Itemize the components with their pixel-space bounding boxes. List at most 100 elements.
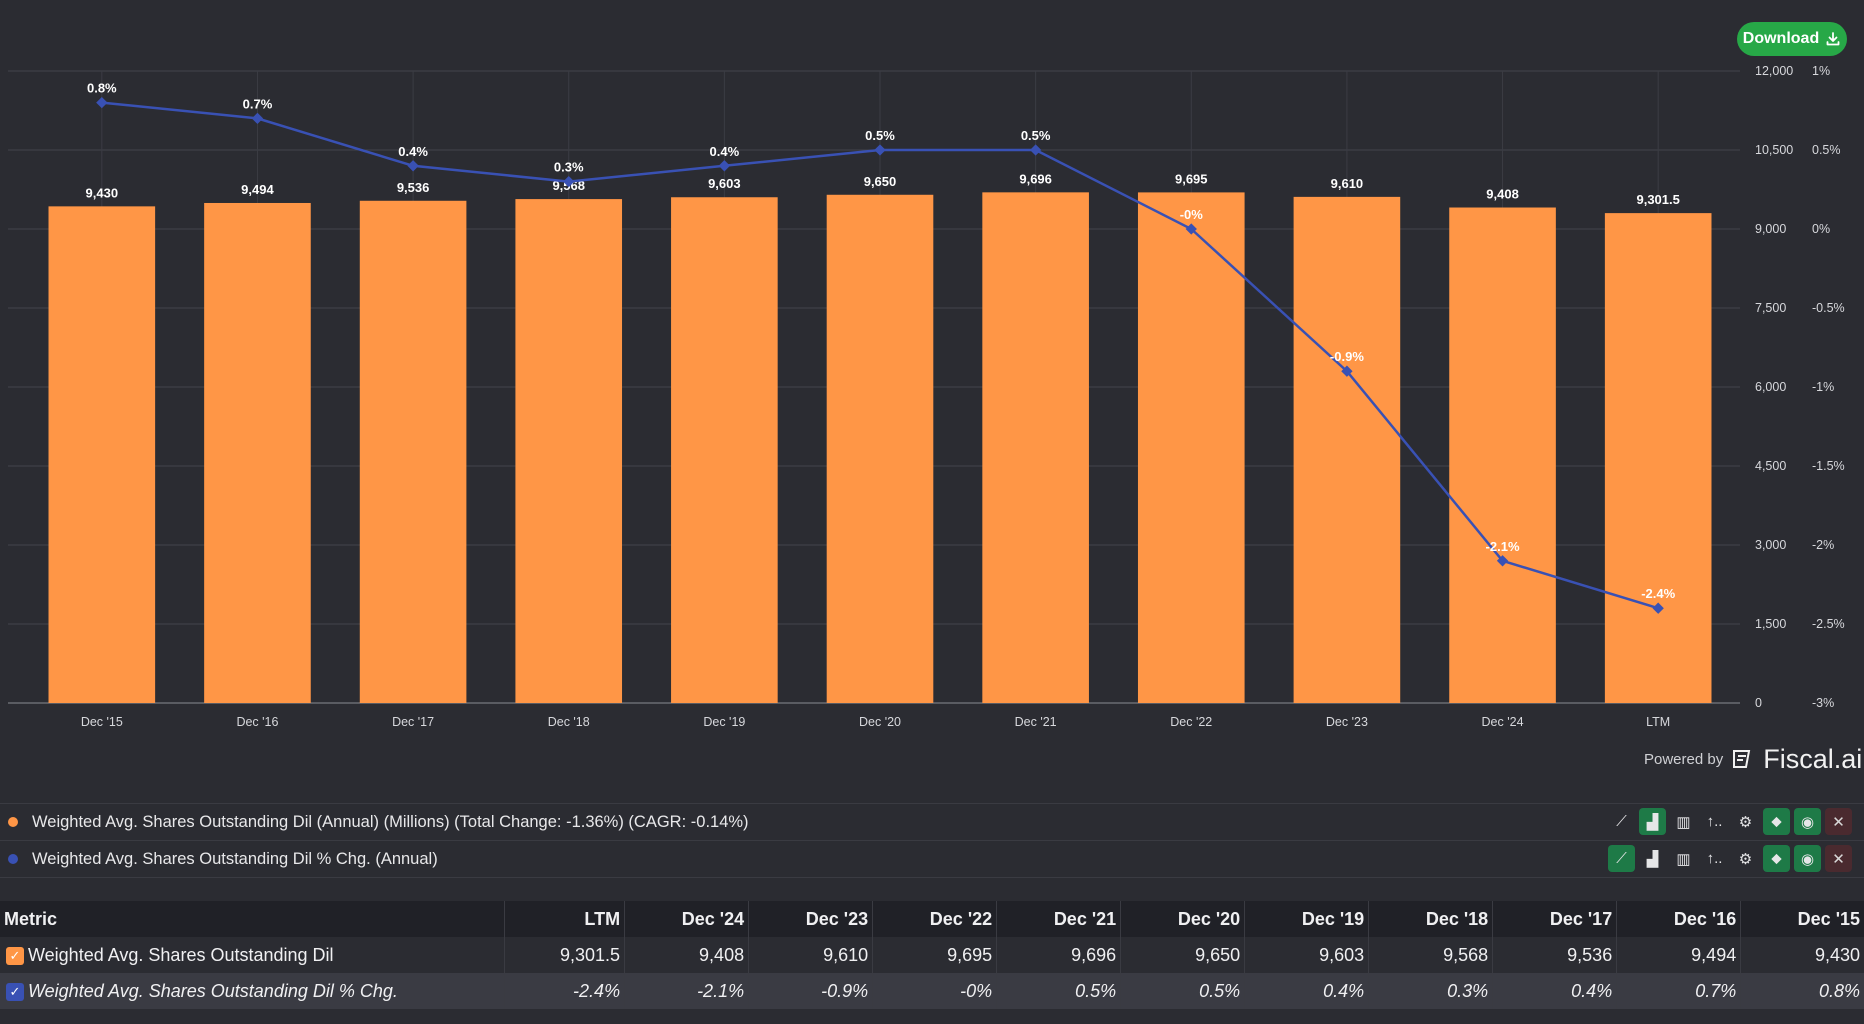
period-header[interactable]: Dec '19 [1244, 901, 1370, 937]
period-header[interactable]: Dec '15 [1797, 908, 1860, 929]
table-body: ✓ Weighted Avg. Shares Outstanding Dil 9,3… [0, 937, 1864, 1009]
chart: 9,4309,4949,5369,5689,6039,6509,6969,695… [8, 64, 1845, 729]
line-data-label: -0% [1180, 207, 1204, 222]
bar [671, 197, 778, 703]
bar-series: 9,4309,4949,5369,5689,6039,6509,6969,695… [48, 171, 1712, 703]
table-row: ✓ Weighted Avg. Shares Outstanding Dil % … [0, 973, 1864, 1009]
value-cell: 0.8% [1818, 980, 1860, 1001]
period-header[interactable]: Dec '16 [1616, 901, 1742, 937]
chart-axes: 0 -3% 1,500 -2.5% 3,000 -2% 4,500 -1.5% 6,000 -1%… [81, 64, 1845, 729]
y-right-tick-label: 1% [1812, 64, 1830, 78]
x-tick-label: Dec '15 [81, 715, 123, 729]
y-left-tick-label: 12,000 [1755, 64, 1793, 78]
bar [204, 202, 311, 703]
period-header[interactable]: Dec '24 [624, 901, 750, 937]
line-data-label: 0.7% [243, 96, 273, 111]
table-row: ✓ Weighted Avg. Shares Outstanding Dil 9,3… [0, 937, 1864, 973]
period-header[interactable]: Dec '17 [1492, 901, 1618, 937]
close-icon[interactable]: ✕ [1825, 808, 1852, 835]
line-data-label: 0.8% [87, 81, 117, 96]
metric-label: Weighted Avg. Shares Outstanding Dil % C… [28, 980, 398, 1001]
period-header[interactable]: Dec '20 [1120, 901, 1246, 937]
x-tick-label: Dec '23 [1326, 715, 1368, 729]
period-header[interactable]: Dec '23 [748, 901, 874, 937]
gear-icon[interactable]: ⚙ [1738, 850, 1753, 868]
value-cell: 9,696 [996, 937, 1122, 973]
period-header[interactable]: LTM [504, 901, 626, 937]
value-cell: 0.5% [996, 973, 1122, 1009]
metric-header[interactable]: Metric [0, 901, 505, 937]
bar-data-label: 9,301.5 [1636, 192, 1679, 207]
line-point [1341, 365, 1353, 377]
period-header[interactable]: Dec '21 [996, 901, 1122, 937]
line-data-label: 0.5% [865, 128, 895, 143]
bar [982, 192, 1089, 703]
download-button[interactable]: Download [1737, 22, 1847, 56]
y-left-tick-label: 0 [1755, 696, 1762, 710]
value-cell: 0.3% [1368, 973, 1494, 1009]
tag-icon[interactable]: ⬥ [1763, 845, 1790, 872]
metric-label: Weighted Avg. Shares Outstanding Dil [28, 944, 334, 965]
y-left-tick-label: 7,500 [1755, 301, 1786, 315]
x-tick-label: Dec '21 [1015, 715, 1057, 729]
value-cell: 9,536 [1492, 937, 1618, 973]
period-header[interactable]: Dec '18 [1368, 901, 1494, 937]
value-cell: 9,610 [748, 937, 874, 973]
line-series: 0.8% 0.7% 0.4% 0.3% 0.4% 0.5% 0.5% -0% -0.9% -2.1… [87, 81, 1676, 614]
value-cell: 9,650 [1120, 937, 1246, 973]
line-chart-icon[interactable]: ⟋ [1616, 813, 1627, 830]
grouped-bar-icon[interactable]: ▥ [1676, 850, 1691, 868]
axis-icon[interactable]: ↑.. [1706, 850, 1723, 867]
legend-label-shares: Weighted Avg. Shares Outstanding Dil (An… [32, 812, 749, 831]
x-tick-label: Dec '17 [392, 715, 434, 729]
x-tick-label: Dec '16 [236, 715, 278, 729]
bar-data-label: 9,536 [397, 180, 430, 195]
brand-name: Fiscal.ai [1763, 743, 1863, 774]
bar [359, 200, 467, 703]
line-point [1185, 223, 1197, 235]
series-checkbox[interactable]: ✓ [6, 946, 24, 965]
bar [515, 199, 623, 703]
bar-chart-icon[interactable]: ▟ [1639, 808, 1666, 835]
y-right-tick-label: -1.5% [1812, 459, 1845, 473]
y-right-tick-label: 0.5% [1812, 143, 1841, 157]
line-chart-icon[interactable]: ⟋ [1608, 845, 1635, 872]
legend-dot [8, 854, 18, 864]
y-right-tick-label: -2.5% [1812, 617, 1845, 631]
download-label: Download [1742, 30, 1820, 47]
bar-chart-icon[interactable]: ▟ [1646, 850, 1659, 868]
line-data-label: -0.9% [1330, 349, 1364, 364]
bar [48, 206, 156, 703]
y-right-tick-label: -0.5% [1812, 301, 1845, 315]
gear-icon[interactable]: ⚙ [1738, 813, 1753, 831]
line-point [874, 144, 886, 156]
data-table: Metric LTM Dec '24 Dec '23 Dec '22 Dec '21 Dec… [0, 901, 1864, 1009]
legend-dot [8, 817, 18, 827]
eye-icon[interactable]: ◉ [1794, 845, 1821, 872]
value-cell: -0.9% [748, 973, 874, 1009]
value-cell: 9,430 [1814, 944, 1860, 965]
legend-label-pct: Weighted Avg. Shares Outstanding Dil % C… [32, 849, 438, 868]
line-data-label: 0.3% [554, 160, 584, 175]
value-cell: 9,603 [1244, 937, 1370, 973]
y-right-tick-label: -2% [1812, 538, 1834, 552]
x-tick-label: LTM [1646, 715, 1670, 729]
value-cell: 9,695 [872, 937, 998, 973]
close-icon[interactable]: ✕ [1825, 845, 1852, 872]
line-data-label: 0.4% [710, 144, 740, 159]
period-header[interactable]: Dec '22 [872, 901, 998, 937]
series-checkbox[interactable]: ✓ [6, 982, 24, 1001]
axis-icon[interactable]: ↑.. [1706, 813, 1723, 830]
bar-data-label: 9,408 [1486, 187, 1519, 202]
table-header-row: Metric LTM Dec '24 Dec '23 Dec '22 Dec '21 Dec… [0, 901, 1864, 937]
eye-icon[interactable]: ◉ [1794, 808, 1821, 835]
bar [1137, 192, 1245, 703]
line-point [1496, 555, 1509, 567]
fiscal-logo-icon [1733, 750, 1751, 768]
grouped-bar-icon[interactable]: ▥ [1676, 813, 1691, 831]
tag-icon[interactable]: ⬥ [1763, 808, 1790, 835]
bar [1449, 207, 1556, 703]
line-point [96, 96, 108, 109]
y-left-tick-label: 10,500 [1755, 143, 1793, 157]
metric-cell: ✓ Weighted Avg. Shares Outstanding Dil % … [0, 973, 505, 1009]
